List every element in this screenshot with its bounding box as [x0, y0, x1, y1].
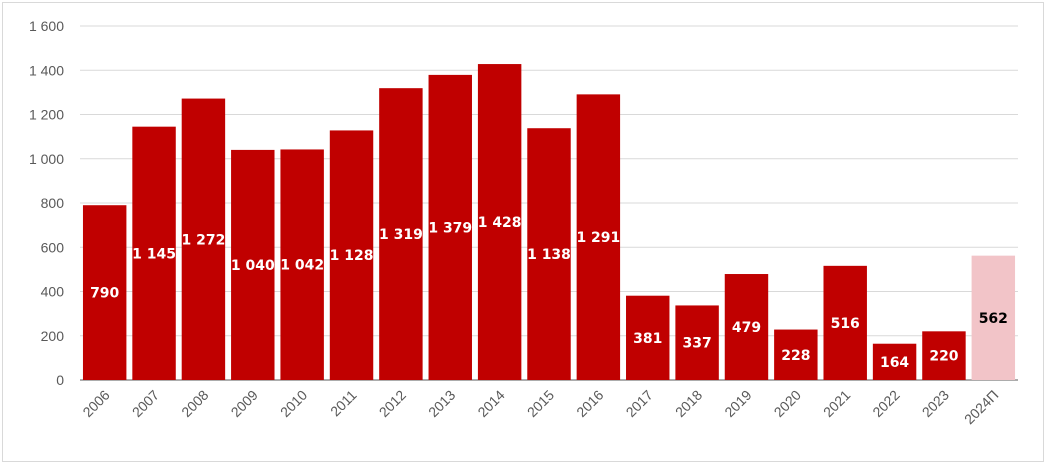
data-label: 1 291: [576, 230, 620, 246]
y-tick-label: 800: [41, 195, 65, 211]
x-tick-label: 2023: [919, 387, 952, 420]
x-tick-label: 2017: [623, 387, 656, 420]
data-label: 1 040: [231, 258, 275, 274]
x-tick-label: 2020: [771, 387, 804, 420]
data-label: 164: [880, 355, 909, 371]
bar: [626, 295, 670, 380]
y-tick-label: 400: [41, 284, 65, 300]
bar: [329, 130, 374, 380]
x-tick-label: 2021: [820, 387, 853, 420]
x-tick-label: 2012: [376, 387, 409, 420]
data-label: 220: [929, 349, 958, 365]
data-label: 381: [633, 331, 662, 347]
y-tick-label: 1 600: [29, 18, 64, 34]
data-label: 228: [781, 348, 810, 364]
x-tick-label: 2015: [524, 387, 557, 420]
data-label: 479: [732, 320, 761, 336]
data-label: 1 428: [478, 215, 522, 231]
data-label: 1 128: [330, 248, 374, 264]
bar: [181, 98, 226, 380]
y-tick-label: 1 200: [29, 107, 64, 123]
bar: [477, 64, 522, 381]
x-tick-label: 2016: [573, 387, 606, 420]
data-label: 337: [682, 336, 711, 352]
x-tick-label: 2022: [869, 387, 902, 420]
y-tick-label: 200: [41, 328, 65, 344]
bar: [231, 149, 275, 380]
bar: [774, 329, 818, 380]
y-tick-label: 1 000: [29, 151, 64, 167]
y-tick-label: 0: [56, 372, 64, 388]
data-label: 790: [90, 286, 119, 302]
y-tick-label: 600: [41, 239, 65, 255]
data-label: 1 272: [181, 232, 225, 248]
bar: [823, 265, 867, 380]
x-axis-tick-labels: 2006 2007 2008 2009 2010 2011 2012 2013 2014 2015…: [79, 387, 1001, 428]
bar: [379, 88, 423, 380]
x-tick-label: 2014: [474, 387, 507, 420]
bar: [872, 343, 917, 380]
data-label: 1 042: [280, 258, 324, 274]
x-tick-label: 2011: [327, 387, 360, 420]
data-label: 562: [979, 311, 1008, 327]
x-tick-label: 2009: [228, 387, 261, 420]
bar: [724, 274, 769, 380]
x-tick-label: 2007: [129, 387, 162, 420]
bars: [82, 64, 1016, 381]
x-tick-label: 2006: [79, 387, 112, 420]
y-axis-tick-labels: 0 200 400 600 800 1 000 1 200 1 400 1 600: [29, 18, 64, 388]
x-tick-label: 2018: [672, 387, 705, 420]
x-tick-label: 2008: [178, 387, 211, 420]
data-labels: 790 1 145 1 272 1 040 1 042 1 128 1 319 1 379 1 …: [90, 215, 1008, 371]
bar: [675, 305, 719, 380]
x-tick-label: 2019: [721, 387, 754, 420]
data-label: 1 379: [428, 220, 472, 236]
bar: [82, 205, 127, 380]
data-label: 1 138: [527, 247, 571, 263]
x-tick-label: 2013: [425, 387, 458, 420]
bar: [132, 126, 176, 380]
bar: [527, 128, 571, 380]
data-label: 1 145: [132, 246, 176, 262]
x-tick-label: 2010: [277, 387, 310, 420]
data-label: 1 319: [379, 227, 423, 243]
bar: [576, 94, 621, 381]
bar: [428, 74, 472, 381]
y-tick-label: 1 400: [29, 62, 64, 78]
bar: [280, 149, 324, 380]
data-label: 516: [831, 316, 860, 332]
bar: [922, 331, 966, 380]
bar: [971, 255, 1016, 380]
x-tick-label: 2024П: [961, 387, 1001, 427]
